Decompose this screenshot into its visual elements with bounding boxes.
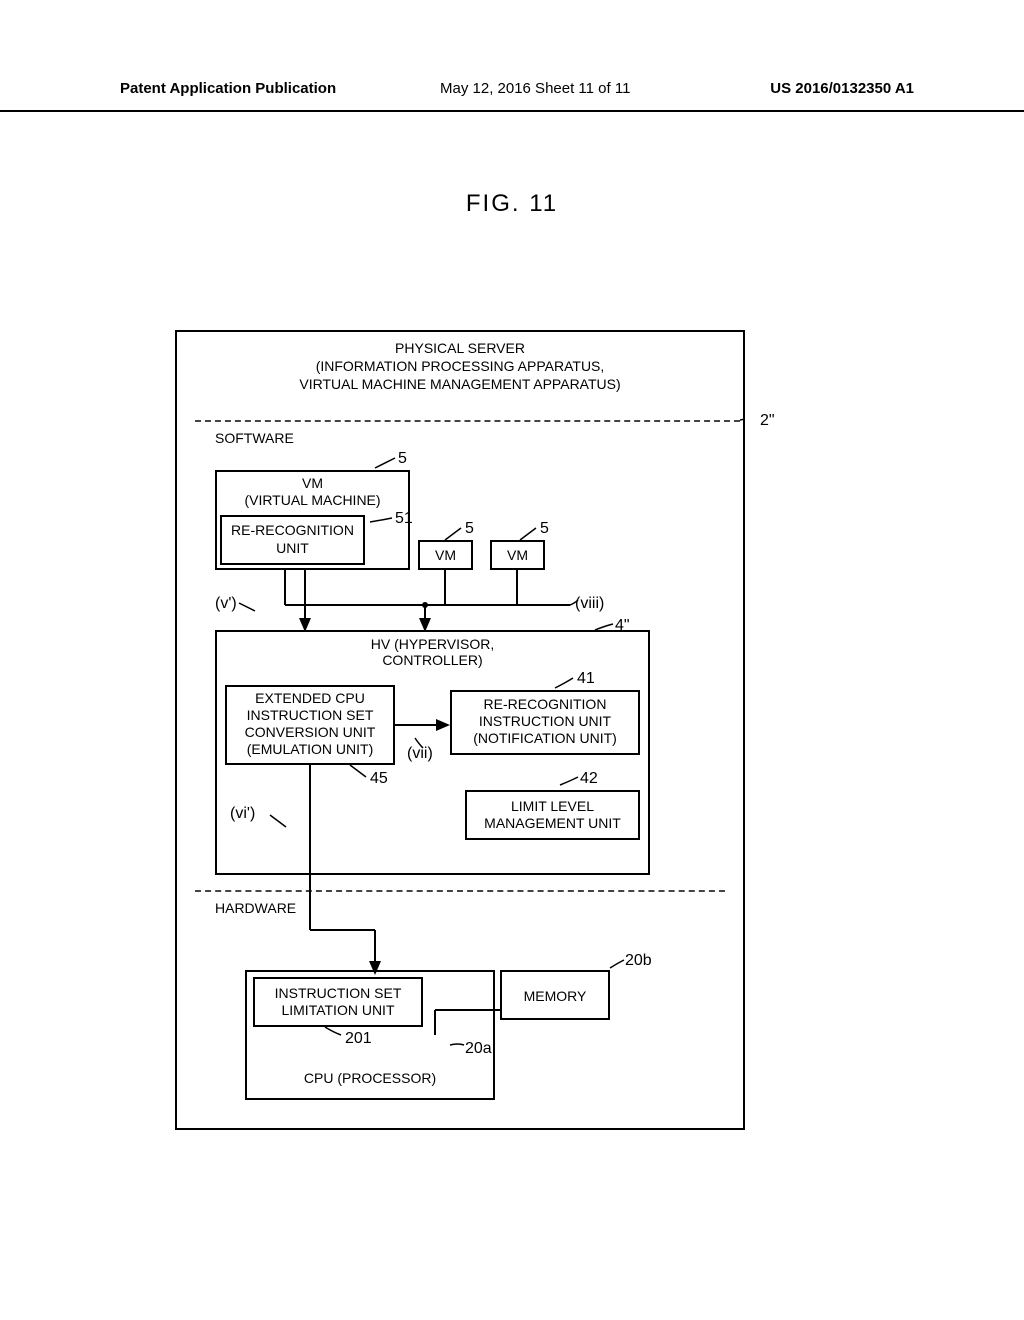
ref-5c: 5 [540, 520, 549, 538]
header-center: May 12, 2016 Sheet 11 of 11 [440, 80, 630, 97]
header-left: Patent Application Publication [120, 80, 336, 97]
ref-20b: 20b [625, 952, 652, 970]
vm-main-l1: VM [215, 475, 410, 491]
hv-unit1-l2: INSTRUCTION SET [225, 707, 395, 723]
hv-unit2-l3: (NOTIFICATION UNIT) [450, 730, 640, 746]
cpu-sub-l2: LIMITATION UNIT [253, 1002, 423, 1018]
ref-51: 51 [395, 510, 413, 528]
cpu-label: CPU (PROCESSOR) [245, 1070, 495, 1086]
ref-20a: 20a [465, 1040, 492, 1058]
cpu-sub-l1: INSTRUCTION SET [253, 985, 423, 1001]
hv-unit1-l4: (EMULATION UNIT) [225, 741, 395, 757]
rerecog-unit-l1: RE-RECOGNITION [220, 522, 365, 538]
outer-title-2: (INFORMATION PROCESSING APPARATUS, [175, 358, 745, 374]
flow-vii: (vii) [407, 745, 433, 763]
dash-hardware [195, 890, 725, 892]
vm-small-2-label: VM [490, 547, 545, 563]
ref-45: 45 [370, 770, 388, 788]
ref-42: 42 [580, 770, 598, 788]
ref-4: 4" [615, 617, 630, 635]
ref-201: 201 [345, 1030, 372, 1048]
ref-5b: 5 [465, 520, 474, 538]
hv-unit2-l2: INSTRUCTION UNIT [450, 713, 640, 729]
vm-main-l2: (VIRTUAL MACHINE) [215, 492, 410, 508]
hv-unit1-l1: EXTENDED CPU [225, 690, 395, 706]
page-header: Patent Application Publication May 12, 2… [0, 80, 1024, 112]
ref-2: 2" [760, 412, 775, 430]
hv-unit3-l1: LIMIT LEVEL [465, 798, 640, 814]
hardware-label: HARDWARE [215, 900, 296, 916]
ref-41: 41 [577, 670, 595, 688]
outer-title-3: VIRTUAL MACHINE MANAGEMENT APPARATUS) [175, 376, 745, 392]
vm-small-1-label: VM [418, 547, 473, 563]
hv-title-1: HV (HYPERVISOR, [215, 636, 650, 652]
dash-software [195, 420, 740, 422]
figure-title: FIG. 11 [0, 190, 1024, 218]
flow-viii: (viii) [575, 595, 604, 613]
outer-title-1: PHYSICAL SERVER [175, 340, 745, 356]
hv-title-2: CONTROLLER) [215, 652, 650, 668]
hv-unit3-l2: MANAGEMENT UNIT [465, 815, 640, 831]
flow-vi-prime: (vi') [230, 805, 255, 823]
hv-unit1-l3: CONVERSION UNIT [225, 724, 395, 740]
flow-v-prime: (v') [215, 595, 237, 613]
rerecog-unit-l2: UNIT [220, 540, 365, 556]
header-right: US 2016/0132350 A1 [770, 80, 914, 97]
hv-unit2-l1: RE-RECOGNITION [450, 696, 640, 712]
software-label: SOFTWARE [215, 430, 294, 446]
ref-5a: 5 [398, 450, 407, 468]
diagram: PHYSICAL SERVER (INFORMATION PROCESSING … [175, 330, 745, 1130]
page: Patent Application Publication May 12, 2… [0, 0, 1024, 1320]
memory-label: MEMORY [500, 988, 610, 1004]
